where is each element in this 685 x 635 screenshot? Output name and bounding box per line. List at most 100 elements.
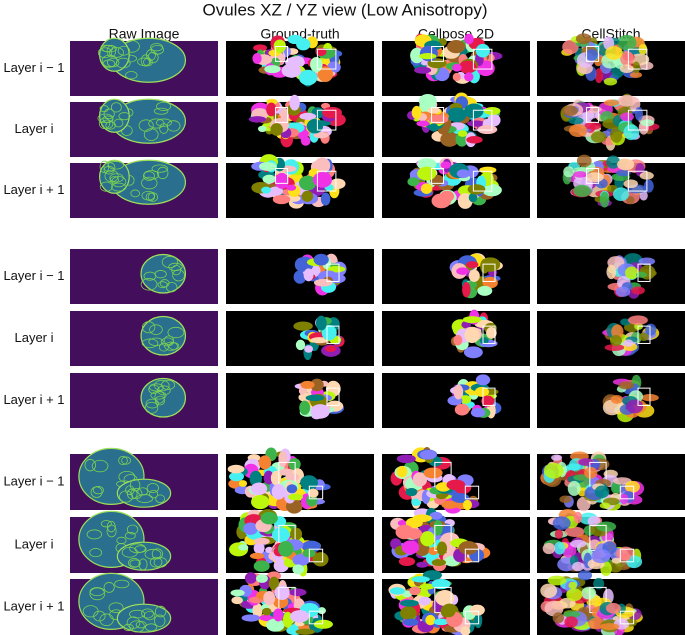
row-label: Layer i − 1: [3, 473, 64, 488]
row-label: Layer i: [14, 536, 53, 551]
zoom-box: [482, 387, 496, 406]
cell-mask: [252, 53, 262, 65]
cell-mask: [547, 575, 567, 586]
cell-wall: [109, 176, 119, 184]
zoom-box: [431, 107, 445, 123]
cell-mask: [401, 540, 420, 555]
image-panel: [226, 571, 374, 635]
cell-wall: [164, 341, 178, 351]
cell-mask: [397, 520, 407, 527]
cell-mask: [604, 344, 625, 351]
cell-mask: [255, 574, 268, 583]
cell-mask: [268, 186, 284, 196]
cell-mask: [253, 542, 265, 555]
zoom-box: [316, 170, 337, 192]
image-panel: [382, 92, 530, 157]
cell-wall: [142, 171, 155, 181]
image-panel: [382, 570, 530, 635]
cell-mask: [411, 105, 422, 120]
cell-wall: [89, 587, 106, 601]
cell-wall: [143, 271, 157, 281]
cell-mask: [241, 614, 261, 622]
cell-mask: [271, 527, 290, 543]
image-panel: [70, 249, 218, 304]
cell-mask: [463, 346, 483, 359]
row-label: Layer i + 1: [3, 392, 64, 407]
cell-wall: [163, 335, 174, 346]
cell-mask: [321, 324, 337, 341]
cell-wall: [106, 524, 117, 538]
row-label: Layer i + 1: [3, 182, 64, 197]
cell-mask: [271, 484, 286, 500]
cell-mask: [440, 131, 459, 147]
cell-wall: [137, 487, 149, 496]
cell-wall: [156, 166, 169, 180]
cell-wall: [145, 49, 156, 61]
cell-mask: [486, 326, 497, 339]
zoom-box: [637, 387, 651, 406]
cell-mask: [612, 187, 630, 201]
cell-mask: [425, 614, 436, 626]
cell-mask: [411, 576, 430, 583]
cell-mask: [587, 516, 601, 527]
cell-mask: [619, 64, 634, 74]
cell-mask: [313, 253, 329, 266]
cell-mask: [314, 157, 331, 174]
cell-mask: [263, 470, 274, 485]
cell-mask: [230, 589, 245, 597]
cell-mask: [270, 470, 282, 486]
cell-wall: [82, 605, 99, 618]
cell-mask: [306, 119, 324, 134]
cell-mask: [292, 554, 310, 566]
image-panel: [537, 311, 685, 366]
cell-mask: [258, 455, 272, 470]
cell-wall: [145, 398, 159, 409]
cell-mask: [639, 332, 649, 342]
zoom-box: [275, 46, 289, 62]
cell-mask: [435, 590, 455, 606]
cell-wall: [143, 610, 156, 621]
cell-wall: [98, 117, 111, 130]
cell-mask: [278, 451, 288, 467]
cell-wall: [157, 281, 168, 289]
cell-mask: [573, 184, 592, 197]
zoom-box: [464, 610, 480, 625]
cell-wall: [92, 485, 104, 495]
cell-wall: [141, 190, 156, 201]
cell-mask: [585, 49, 598, 61]
cell-wall: [118, 112, 131, 121]
zoom-box: [326, 325, 340, 344]
cell-mask: [563, 166, 575, 178]
cell-mask: [289, 94, 300, 111]
cell-mask: [299, 112, 317, 120]
cell-mask: [322, 106, 342, 119]
cell-mask: [594, 68, 603, 84]
cell-mask: [254, 537, 270, 545]
zoom-box: [586, 107, 600, 123]
cell-mask: [625, 266, 639, 280]
cell-mask: [568, 581, 577, 590]
cell-wall: [149, 489, 159, 499]
zoom-box: [275, 168, 289, 184]
cell-mask: [290, 610, 310, 623]
cell-mask: [428, 123, 439, 132]
cell-mask: [261, 186, 271, 194]
cell-mask: [584, 466, 598, 479]
cell-mask: [606, 155, 621, 169]
cell-mask: [603, 99, 620, 107]
cell-wall: [148, 118, 165, 129]
cell-wall: [138, 558, 148, 571]
cell-mask: [398, 556, 416, 567]
cell-mask: [620, 553, 632, 561]
row-label: Layer i + 1: [3, 598, 64, 613]
cell-wall: [138, 119, 154, 132]
cell-mask: [552, 516, 571, 530]
cell-mask: [411, 498, 422, 506]
image-panel: [70, 159, 218, 218]
cell-mask: [286, 195, 301, 202]
cell-mask: [261, 607, 272, 616]
image-panel: [70, 447, 218, 510]
cell-wall: [128, 557, 141, 568]
cell-mask: [462, 282, 471, 298]
